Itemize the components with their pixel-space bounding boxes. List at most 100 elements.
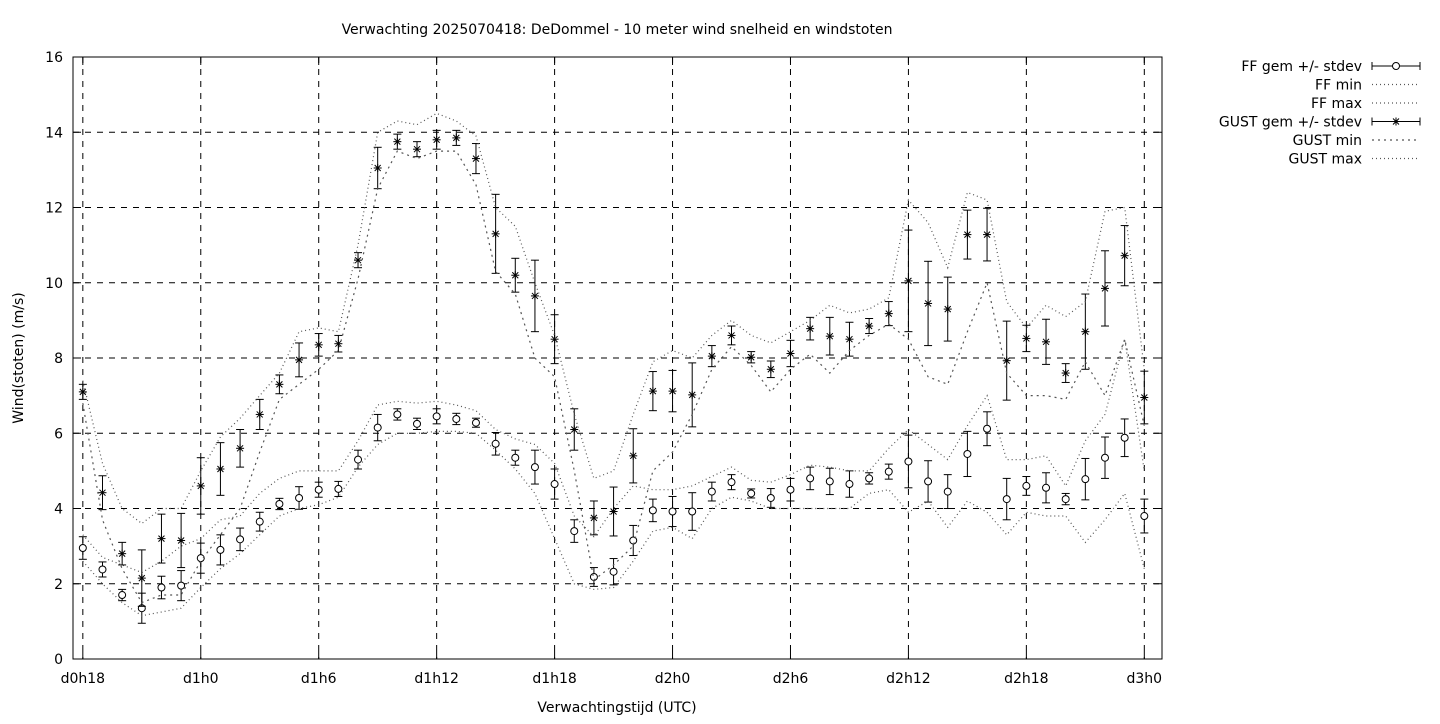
- axis-layer: 0 2 4 6 8 10 12 14 16 d0h18 d1h0 d1h6 d1h12 d1h18 d2h0…: [45, 50, 1162, 687]
- data-point-ff-gem-stdev: [924, 460, 933, 503]
- marker-star: [904, 276, 913, 285]
- marker-circle: [727, 478, 736, 487]
- marker-circle: [452, 414, 461, 423]
- data-point-ff-gem-stdev: [727, 474, 736, 491]
- marker-star: [963, 230, 972, 239]
- marker-star: [78, 387, 87, 396]
- data-point-ff-gem-stdev: [412, 417, 421, 430]
- data-point-ff-gem-stdev: [491, 431, 500, 456]
- data-point-ff-gem-stdev: [177, 570, 186, 602]
- data-point-gust-gem-stdev: [1140, 370, 1149, 425]
- marker-star: [98, 488, 107, 497]
- data-point-ff-gem-stdev: [334, 480, 343, 497]
- marker-circle: [963, 449, 972, 458]
- marker-star: [825, 332, 834, 341]
- data-point-ff-gem-stdev: [530, 449, 539, 485]
- y-tick-label: 10: [45, 276, 63, 292]
- marker-star: [629, 451, 638, 460]
- y-tick-label: 12: [45, 201, 63, 217]
- x-tick-label: d2h0: [655, 671, 691, 687]
- data-point-ff-gem-stdev: [884, 463, 893, 480]
- data-point-gust-gem-stdev: [354, 252, 363, 269]
- marker-circle: [177, 581, 186, 590]
- marker-circle: [766, 493, 775, 502]
- data-point-gust-gem-stdev: [393, 133, 402, 150]
- x-tick-label: d3h0: [1127, 671, 1163, 687]
- marker-circle: [1042, 483, 1051, 492]
- marker-circle: [275, 499, 284, 508]
- data-point-ff-gem-stdev: [432, 408, 441, 425]
- marker-circle: [78, 544, 87, 553]
- marker-star: [1120, 251, 1129, 260]
- marker-star: [943, 305, 952, 314]
- data-point-gust-gem-stdev: [196, 457, 205, 515]
- data-point-gust-gem-stdev: [255, 398, 264, 430]
- data-point-ff-gem-stdev: [314, 481, 323, 498]
- marker-star: [491, 229, 500, 238]
- marker-star: [511, 271, 520, 280]
- grid-layer: [73, 57, 1162, 659]
- data-point-ff-gem-stdev: [845, 470, 854, 498]
- series-line-ff-max: [82, 339, 1145, 574]
- marker-circle: [904, 457, 913, 466]
- series-ff-min: [82, 430, 1145, 617]
- y-tick-label: 14: [45, 125, 63, 141]
- x-tick-label: d2h6: [773, 671, 809, 687]
- marker-star: [412, 145, 421, 154]
- data-point-gust-gem-stdev: [491, 193, 500, 274]
- marker-circle: [825, 477, 834, 486]
- data-point-ff-gem-stdev: [570, 519, 579, 543]
- x-tick-label: d1h0: [183, 671, 219, 687]
- data-point-ff-gem-stdev: [668, 495, 677, 528]
- marker-circle: [1002, 495, 1011, 504]
- data-point-ff-gem-stdev: [707, 481, 716, 502]
- marker-star: [589, 513, 598, 522]
- series-line-ff-min: [82, 430, 1145, 617]
- marker-circle: [1022, 481, 1031, 490]
- data-point-gust-gem-stdev: [314, 333, 323, 357]
- data-point-gust-gem-stdev: [78, 383, 87, 400]
- marker-star: [393, 137, 402, 146]
- y-tick-label: 4: [54, 502, 63, 518]
- data-point-ff-gem-stdev: [943, 474, 952, 509]
- marker-circle: [491, 439, 500, 448]
- data-point-gust-gem-stdev: [707, 345, 716, 368]
- marker-circle: [236, 535, 245, 544]
- legend-label-ff-gem-stdev: FF gem +/- stdev: [1241, 59, 1362, 75]
- series-ff-max: [82, 339, 1145, 574]
- y-axis-label: Wind(stoten) (m/s): [11, 292, 27, 423]
- data-point-gust-gem-stdev: [865, 317, 874, 335]
- data-point-ff-gem-stdev: [786, 477, 795, 502]
- data-point-ff-gem-stdev: [471, 417, 480, 428]
- data-point-ff-gem-stdev: [904, 434, 913, 489]
- x-tick-label: d0h18: [61, 671, 105, 687]
- data-point-gust-gem-stdev: [98, 475, 107, 511]
- marker-circle: [432, 412, 441, 421]
- marker-circle: [412, 419, 421, 428]
- data-point-ff-gem-stdev: [295, 486, 304, 510]
- x-tick-label: d2h12: [886, 671, 930, 687]
- marker-circle: [943, 487, 952, 496]
- marker-star: [668, 387, 677, 396]
- data-point-gust-gem-stdev: [688, 362, 697, 428]
- data-point-ff-gem-stdev: [98, 561, 107, 578]
- marker-star: [177, 536, 186, 545]
- marker-star: [786, 349, 795, 358]
- data-point-gust-gem-stdev: [1042, 318, 1051, 365]
- data-point-gust-gem-stdev: [236, 428, 245, 468]
- marker-circle: [1081, 475, 1090, 484]
- marker-star: [236, 444, 245, 453]
- y-tick-label: 16: [45, 50, 63, 66]
- marker-star: [766, 365, 775, 374]
- data-point-ff-gem-stdev: [275, 497, 284, 511]
- data-point-gust-gem-stdev: [216, 442, 225, 496]
- data-point-ff-gem-stdev: [1140, 498, 1149, 534]
- y-tick-label: 6: [54, 426, 63, 442]
- data-point-ff-gem-stdev: [1100, 436, 1109, 479]
- data-point-gust-gem-stdev: [471, 143, 480, 175]
- data-point-gust-gem-stdev: [1061, 363, 1070, 383]
- data-point-ff-gem-stdev: [78, 536, 87, 560]
- data-point-gust-gem-stdev: [825, 316, 834, 356]
